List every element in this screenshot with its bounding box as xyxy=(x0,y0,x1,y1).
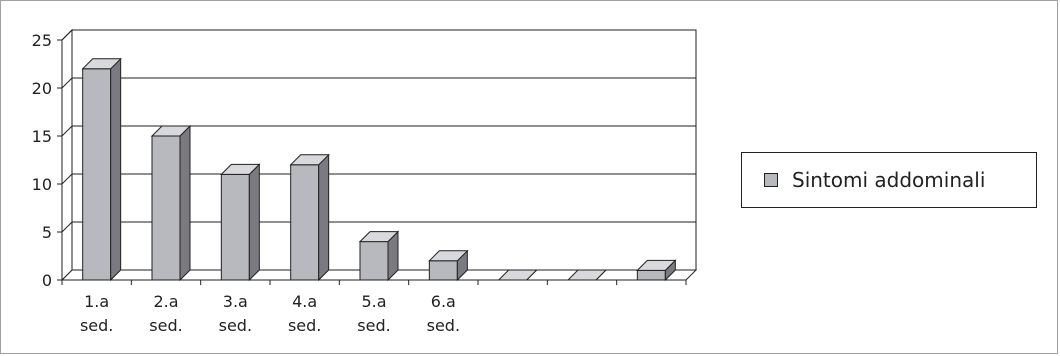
bar-side xyxy=(179,124,191,282)
bar-top xyxy=(566,269,608,281)
bar xyxy=(428,249,469,282)
y-tick-label: 5 xyxy=(42,223,52,242)
y-tick-label: 15 xyxy=(32,127,52,146)
gridline-side xyxy=(61,221,73,233)
bar-top xyxy=(289,154,330,166)
bar xyxy=(150,124,192,282)
bar-top xyxy=(428,250,469,262)
bar-front xyxy=(220,173,250,281)
x-tick-label: 1.a xyxy=(84,292,109,311)
chart-legend: Sintomi addominali xyxy=(741,152,1037,208)
legend-label: Sintomi addominali xyxy=(792,168,986,192)
gridline-side xyxy=(61,173,73,185)
bar xyxy=(289,153,330,282)
bar-front xyxy=(636,269,666,281)
bar-front xyxy=(82,68,112,281)
bar-top xyxy=(358,231,400,243)
bar-top xyxy=(81,58,122,70)
y-tick-label: 0 xyxy=(42,271,52,290)
legend-swatch xyxy=(764,173,778,187)
x-tick-label: sed. xyxy=(427,316,460,335)
bar-side xyxy=(318,153,330,282)
bar-side xyxy=(110,57,122,282)
y-tick-label: 10 xyxy=(32,175,52,194)
y-tick-label: 25 xyxy=(32,31,52,50)
bar-front xyxy=(359,241,389,281)
bar-top xyxy=(636,259,677,271)
x-tick-label: sed. xyxy=(149,316,182,335)
x-tick-label: sed. xyxy=(80,316,113,335)
bar xyxy=(566,269,608,281)
y-tick-label: 20 xyxy=(32,79,52,98)
x-tick-label: 5.a xyxy=(361,292,386,311)
bar xyxy=(81,57,122,282)
bar xyxy=(220,163,261,282)
gridline-side xyxy=(61,125,73,137)
bar-top xyxy=(220,163,261,175)
x-tick-label: 4.a xyxy=(292,292,317,311)
x-tick-label: sed. xyxy=(219,316,252,335)
bar-side xyxy=(248,163,260,282)
bar-front xyxy=(151,135,181,281)
bar-front xyxy=(290,164,320,281)
x-tick-label: 3.a xyxy=(223,292,248,311)
bar-top xyxy=(150,125,192,137)
bar xyxy=(497,269,538,281)
gridline-side xyxy=(61,77,73,89)
bar xyxy=(358,230,400,282)
x-tick-label: sed. xyxy=(288,316,321,335)
x-tick-label: 6.a xyxy=(431,292,456,311)
x-tick-label: 2.a xyxy=(153,292,178,311)
gridline-side xyxy=(61,29,73,41)
plot-side-wall xyxy=(61,28,73,282)
bar-top xyxy=(497,269,538,281)
bar-front xyxy=(428,260,458,281)
x-tick-label: sed. xyxy=(357,316,390,335)
bar xyxy=(636,259,677,282)
